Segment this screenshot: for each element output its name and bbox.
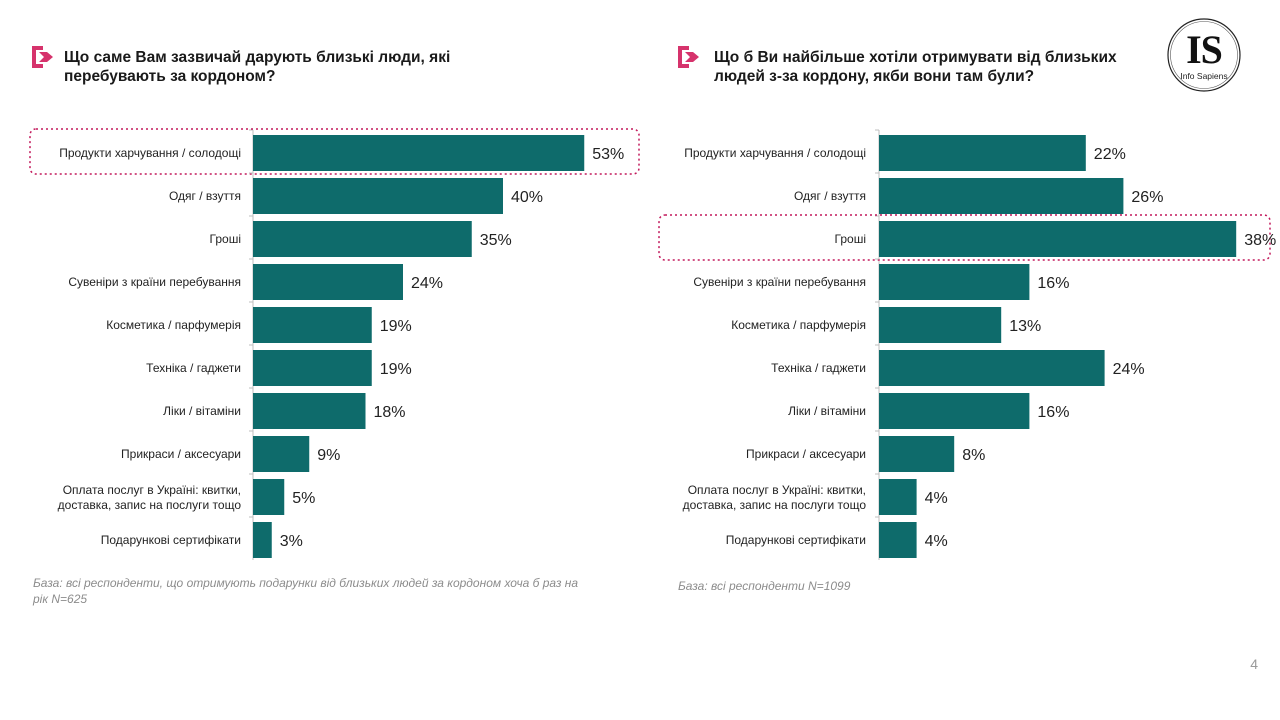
info-sapiens-logo: IS Info Sapiens (1165, 16, 1243, 94)
category-label: Подарункові сертифікати (101, 533, 241, 547)
bar (253, 264, 403, 300)
value-label: 16% (1037, 404, 1069, 421)
bar (879, 178, 1124, 214)
category-label: Прикраси / аксесуари (746, 447, 866, 461)
highlight-box (658, 214, 1271, 261)
category-label: Косметика / парфумерія (106, 318, 241, 332)
bar (879, 264, 1030, 300)
category-label: Оплата послуг в Україні: квитки, доставка… (58, 483, 242, 512)
bar (253, 393, 366, 429)
bar (253, 307, 372, 343)
category-label: Гроші (210, 232, 241, 246)
bar (879, 393, 1030, 429)
value-label: 53% (592, 146, 624, 163)
bar (879, 522, 917, 558)
category-label: Прикраси / аксесуари (121, 447, 241, 461)
value-label: 13% (1009, 318, 1041, 335)
bar (879, 135, 1086, 171)
category-label: Сувеніри з країни перебування (693, 275, 866, 289)
right-footnote: База: всі респонденти N=1099 (678, 579, 851, 593)
right-chart-title: Що б Ви найбільше хотіли отримувати від … (714, 49, 1117, 85)
category-label: Подарункові сертифікати (726, 533, 866, 547)
value-label: 24% (411, 275, 443, 292)
value-label: 18% (374, 404, 406, 421)
bar (253, 436, 310, 472)
category-label: Оплата послуг в Україні: квитки, доставка… (683, 483, 867, 512)
value-label: 24% (1113, 361, 1145, 378)
category-label: Продукти харчування / солодощі (59, 146, 241, 160)
bar (879, 350, 1105, 386)
arrow-right-icon (678, 46, 699, 68)
bar (879, 479, 917, 515)
value-label: 38% (1244, 232, 1276, 249)
value-label: 22% (1094, 146, 1126, 163)
left-footnote: База: всі респонденти, що отримують пода… (33, 576, 579, 606)
highlight-box (29, 128, 640, 175)
value-label: 9% (317, 447, 340, 464)
bar (879, 307, 1002, 343)
value-label: 16% (1037, 275, 1069, 292)
arrow-right-icon (32, 46, 53, 68)
category-label: Техніка / гаджети (771, 361, 866, 375)
category-label: Техніка / гаджети (146, 361, 241, 375)
left-chart-title: Що саме Вам зазвичай дарують близькі люд… (64, 49, 451, 85)
bar (879, 221, 1237, 257)
bar (253, 522, 272, 558)
logo-subtext: Info Sapiens (1180, 71, 1228, 81)
value-label: 8% (962, 447, 985, 464)
category-label: Сувеніри з країни перебування (68, 275, 241, 289)
value-label: 35% (480, 232, 512, 249)
value-label: 3% (280, 533, 303, 550)
category-label: Ліки / вітаміни (788, 404, 866, 418)
category-label: Косметика / парфумерія (731, 318, 866, 332)
value-label: 40% (511, 189, 543, 206)
value-label: 5% (292, 490, 315, 507)
bar (253, 135, 585, 171)
category-label: Продукти харчування / солодощі (684, 146, 866, 160)
value-label: 26% (1131, 189, 1163, 206)
value-label: 4% (925, 533, 948, 550)
bar (253, 178, 503, 214)
page-number: 4 (1250, 656, 1258, 672)
bar (253, 350, 372, 386)
category-label: Гроші (835, 232, 866, 246)
bar (253, 221, 472, 257)
category-label: Одяг / взуття (794, 189, 866, 203)
category-label: Ліки / вітаміни (163, 404, 241, 418)
logo-text: IS (1186, 27, 1223, 72)
value-label: 4% (925, 490, 948, 507)
category-label: Одяг / взуття (169, 189, 241, 203)
value-label: 19% (380, 318, 412, 335)
value-label: 19% (380, 361, 412, 378)
bar (879, 436, 955, 472)
bar (253, 479, 285, 515)
